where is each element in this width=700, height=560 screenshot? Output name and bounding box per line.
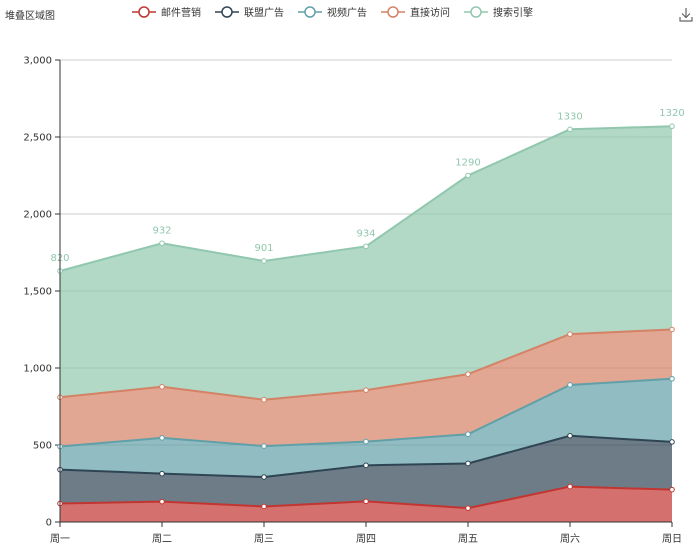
data-point	[669, 375, 675, 382]
series-area	[60, 126, 672, 400]
data-point	[465, 431, 471, 438]
data-point	[567, 382, 573, 388]
data-point	[465, 460, 471, 467]
areas	[60, 126, 672, 522]
data-point	[363, 462, 369, 469]
y-tick-label: 2,500	[23, 133, 52, 144]
data-point	[159, 435, 165, 441]
legend-label: 搜索引擎	[493, 8, 533, 19]
data-point	[363, 243, 369, 250]
download-icon[interactable]	[678, 6, 694, 24]
legend-marker-icon	[215, 5, 239, 18]
x-tick-label: 周三	[254, 533, 274, 545]
x-tick-label: 周六	[560, 533, 580, 545]
x-tick-label: 周四	[356, 533, 376, 545]
legend-item[interactable]: 视频广告	[298, 4, 367, 19]
legend-label: 联盟广告	[244, 8, 284, 19]
data-point	[567, 483, 573, 490]
y-tick-label: 0	[46, 518, 52, 529]
x-tick-label: 周二	[152, 533, 172, 545]
y-tick-label: 3,000	[23, 56, 52, 67]
legend: 邮件营销 联盟广告 视频广告 直接访问 搜索引擎	[132, 4, 533, 19]
series-area	[60, 378, 672, 478]
y-tick-label: 1,000	[23, 364, 52, 375]
data-point	[159, 498, 165, 505]
chart-title: 堆叠区域图	[5, 11, 55, 22]
data-points	[57, 123, 675, 511]
data-label: 932	[152, 225, 171, 236]
x-tick-label: 周一	[50, 533, 70, 545]
y-tick-label: 1,500	[23, 287, 52, 298]
data-label: 1330	[557, 111, 582, 122]
data-point	[363, 438, 369, 445]
data-point	[363, 498, 369, 505]
series-area	[60, 435, 672, 509]
data-point	[261, 503, 267, 510]
data-point	[465, 172, 471, 179]
data-point	[567, 432, 573, 439]
data-point	[261, 443, 267, 449]
data-point	[261, 474, 267, 480]
legend-label: 直接访问	[410, 8, 450, 19]
legend-item[interactable]: 邮件营销	[132, 4, 201, 19]
data-point	[363, 387, 369, 393]
legend-label: 视频广告	[327, 8, 367, 19]
x-tick-label: 周日	[662, 533, 682, 545]
y-tick-label: 2,000	[23, 210, 52, 221]
data-label: 1290	[455, 158, 480, 169]
legend-marker-icon	[381, 5, 405, 18]
y-tick-label: 500	[33, 441, 52, 452]
series-area	[60, 329, 672, 447]
legend-item[interactable]: 搜索引擎	[464, 4, 533, 19]
data-point	[669, 123, 675, 130]
data-point	[567, 126, 573, 133]
data-point	[669, 326, 675, 333]
data-label: 901	[254, 243, 273, 254]
legend-marker-icon	[132, 5, 156, 18]
data-point	[567, 331, 573, 337]
data-point	[465, 505, 471, 511]
data-point	[159, 470, 165, 477]
legend-marker-icon	[464, 5, 488, 18]
legend-item[interactable]: 直接访问	[381, 4, 450, 19]
data-point	[159, 240, 165, 247]
x-tick-label: 周五	[458, 533, 478, 545]
legend-marker-icon	[298, 5, 322, 18]
data-point	[669, 439, 675, 445]
legend-label: 邮件营销	[161, 8, 201, 19]
data-point	[261, 396, 267, 403]
data-point	[669, 486, 675, 493]
data-point	[465, 371, 471, 377]
data-point	[159, 383, 165, 390]
legend-item[interactable]: 联盟广告	[215, 4, 284, 19]
data-label: 1320	[659, 108, 684, 119]
data-label: 934	[356, 228, 375, 239]
series-area	[60, 486, 672, 522]
data-point	[261, 258, 267, 264]
